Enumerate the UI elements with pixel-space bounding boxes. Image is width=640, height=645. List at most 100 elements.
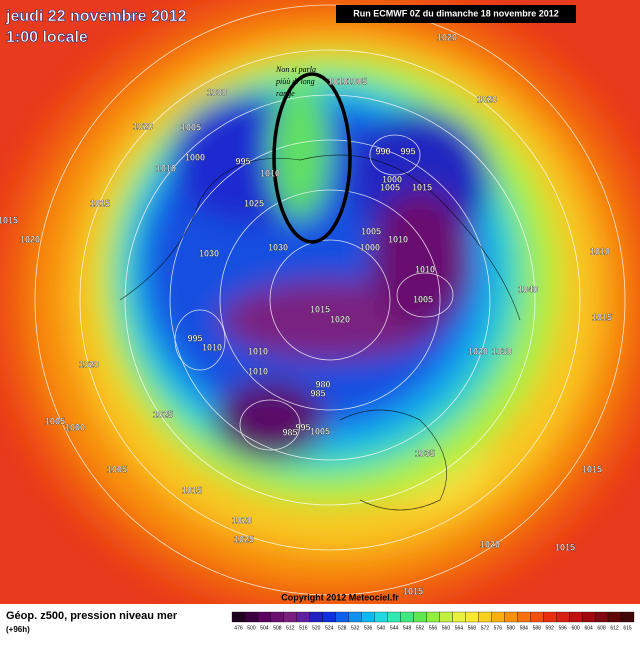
run-info: Run ECMWF 0Z du dimanche 18 novembre 201… [353, 8, 559, 18]
colorbar-label: 600 [571, 625, 580, 631]
colorbar-swatch [348, 611, 362, 623]
colorbar-swatch [491, 611, 505, 623]
colorbar-label: 584 [520, 625, 529, 631]
isobar-label: 1020 [20, 234, 40, 244]
colorbar-label: 476 [234, 625, 243, 631]
isobar-label: 1005 [361, 226, 381, 236]
colorbar-label: 548 [403, 625, 412, 631]
isobar-label: 1015 [182, 485, 202, 495]
isobar-label: 995 [187, 333, 202, 343]
isobar-label: 1020 [480, 539, 500, 549]
run-banner [336, 5, 576, 23]
isobar-label: 985 [310, 388, 325, 398]
colorbar-swatch [400, 611, 414, 623]
colorbar-swatch [504, 611, 518, 623]
colorbar-swatch [607, 611, 622, 623]
isobar-label: 1000 [360, 242, 380, 252]
colorbar-label: 524 [325, 625, 334, 631]
isobar-label: 1040 [518, 284, 538, 294]
colorbar-label: 540 [377, 625, 386, 631]
isobar-label: 1015 [555, 542, 575, 552]
isobar-label: 1020 [232, 515, 252, 525]
colorbar-label: 508 [273, 625, 282, 631]
isobar-label: 1010 [156, 163, 176, 173]
colorbar-label: 588 [533, 625, 542, 631]
isobar-label: 985 [282, 427, 297, 437]
annotation-text: range [276, 89, 295, 98]
colorbar-swatch [426, 611, 440, 623]
colorbar-label: 604 [584, 625, 593, 631]
isobar-label: 1015 [0, 215, 18, 225]
colorbar-label: 504 [260, 625, 269, 631]
colorbar-swatch [465, 611, 479, 623]
colorbar-swatch [594, 611, 609, 623]
colorbar-label: 500 [247, 625, 256, 631]
colorbar-label: 544 [390, 625, 399, 631]
isobar-label: 1020 [330, 314, 350, 324]
colorbar-swatch [413, 611, 427, 623]
colorbar-swatch [543, 611, 557, 623]
annotation-text: Non si parla [275, 65, 316, 74]
isobar-label: 1015 [592, 312, 612, 322]
colorbar-label: 592 [546, 625, 555, 631]
colorbar-label: 552 [416, 625, 425, 631]
isobar-label: 1000 [382, 174, 402, 184]
colorbar-label: 528 [338, 625, 347, 631]
isobar-label: 1005 [380, 182, 400, 192]
colorbar-label: 556 [429, 625, 438, 631]
isobar-label: 1020 [79, 359, 99, 369]
colorbar-label: 512 [286, 625, 295, 631]
colorbar-swatch [322, 611, 336, 623]
isobar-label: 1000 [65, 422, 85, 432]
isobar-label: 1015 [310, 304, 330, 314]
colorbar-label: 516 [299, 625, 308, 631]
colorbar-label: 615 [623, 625, 632, 631]
colorbar-label: 560 [442, 625, 451, 631]
colorbar-label: 520 [312, 625, 321, 631]
colorbar-label: 608 [597, 625, 606, 631]
colorbar-swatch [374, 611, 388, 623]
annotation-text: piùù di long [275, 77, 315, 86]
lead-time: (+96h) [6, 625, 30, 634]
isobar-label: 1035 [415, 448, 435, 458]
colorbar-swatch [439, 611, 453, 623]
colorbar-swatch [581, 611, 596, 623]
colorbar-label: 596 [559, 625, 568, 631]
colorbar-swatch [517, 611, 531, 623]
isobar-label: 1020 [133, 121, 153, 131]
colorbar-label: 568 [468, 625, 477, 631]
colorbar-label: 612 [610, 625, 619, 631]
footer-title: Géop. z500, pression niveau mer [6, 610, 178, 622]
isobar-label: 1010 [388, 234, 408, 244]
isobar-label: 1030 [199, 248, 219, 258]
isobar-label: 1025 [234, 534, 254, 544]
isobar-label: 1010 [248, 346, 268, 356]
colorbar-swatch [387, 611, 401, 623]
colorbar-swatch [296, 611, 310, 623]
isobar-label: 1010 [415, 264, 435, 274]
isobar-label: 995 [235, 156, 250, 166]
isobar-label: 1005 [413, 294, 433, 304]
colorbar-swatch [270, 611, 285, 623]
isobar-label: 1025 [244, 198, 264, 208]
isobar-label: 1010 [260, 168, 280, 178]
isobar-label: 1005 [45, 416, 65, 426]
isobar-label: 1030 [492, 346, 512, 356]
colorbar-swatch [569, 611, 583, 623]
annotation-ellipse [272, 72, 352, 244]
isobar-label: 1010 [202, 342, 222, 352]
colorbar-swatch [530, 611, 544, 623]
isobar-label: 1005 [310, 426, 330, 436]
isobar-label: 1010 [248, 366, 268, 376]
colorbar-swatch [361, 611, 375, 623]
isobar-label: 1020 [468, 346, 488, 356]
colorbar-label: 580 [507, 625, 516, 631]
colorbar-label: 564 [455, 625, 464, 631]
isobar-label: 1020 [437, 32, 457, 42]
isobar-label: 1025 [153, 409, 173, 419]
isobar-label: 1015 [582, 464, 602, 474]
map-field [0, 0, 640, 604]
isobar-label: 1005 [107, 464, 127, 474]
isobar-label: 1010 [590, 246, 610, 256]
